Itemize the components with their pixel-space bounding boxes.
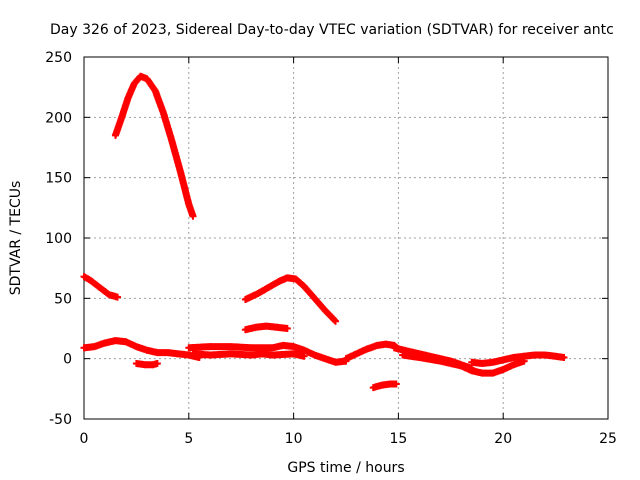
y-tick-label: -50 <box>49 412 72 428</box>
data-trace <box>301 283 318 301</box>
data-point <box>560 353 568 361</box>
x-tick-label: 10 <box>285 431 303 447</box>
y-tick-label: 200 <box>45 110 72 126</box>
data-trace <box>125 81 138 101</box>
y-tick-label: 250 <box>45 50 72 66</box>
data-point <box>283 325 291 332</box>
series-arc-d <box>241 322 291 334</box>
x-tick-label: 20 <box>494 431 512 447</box>
y-tick-label: 0 <box>63 352 72 368</box>
data-trace <box>168 139 184 174</box>
series-arc-e <box>369 380 400 392</box>
data-point <box>392 380 400 388</box>
series-arc-g <box>80 337 203 361</box>
data-point <box>189 212 197 220</box>
series-arc-h <box>185 341 350 366</box>
data-point <box>153 359 161 367</box>
data-point <box>300 352 308 360</box>
series-arc-c <box>241 274 340 325</box>
x-tick-label: 5 <box>184 431 193 447</box>
data-trace <box>322 307 339 324</box>
data-trace <box>312 295 328 313</box>
y-tick-label: 50 <box>54 291 72 307</box>
y-tick-label: 100 <box>45 231 72 247</box>
series-arc-f <box>132 359 161 369</box>
data-point <box>332 317 340 325</box>
series-arc-i <box>189 350 308 360</box>
series-arc-j <box>342 340 402 363</box>
series-arc-a <box>111 72 197 220</box>
y-axis-label: SDTVAR / TECUs <box>8 181 24 296</box>
x-tick-label: 0 <box>80 431 89 447</box>
x-axis-label: GPS time / hours <box>287 460 404 476</box>
axis-ticks: 0 5 10 15 20 25 -50 0 50 100 150 200 250 <box>45 50 617 447</box>
data-trace <box>177 169 192 207</box>
x-tick-label: 15 <box>389 431 407 447</box>
data-points <box>80 72 568 392</box>
data-trace <box>160 111 176 144</box>
chart-title: Day 326 of 2023, Sidereal Day-to-day VTE… <box>50 22 614 38</box>
series-arc-m <box>468 351 568 367</box>
y-tick-label: 150 <box>45 171 72 187</box>
series-arc-b <box>80 273 122 301</box>
data-point <box>114 293 122 301</box>
series-arc-l <box>399 351 528 377</box>
x-tick-label: 25 <box>599 431 617 447</box>
